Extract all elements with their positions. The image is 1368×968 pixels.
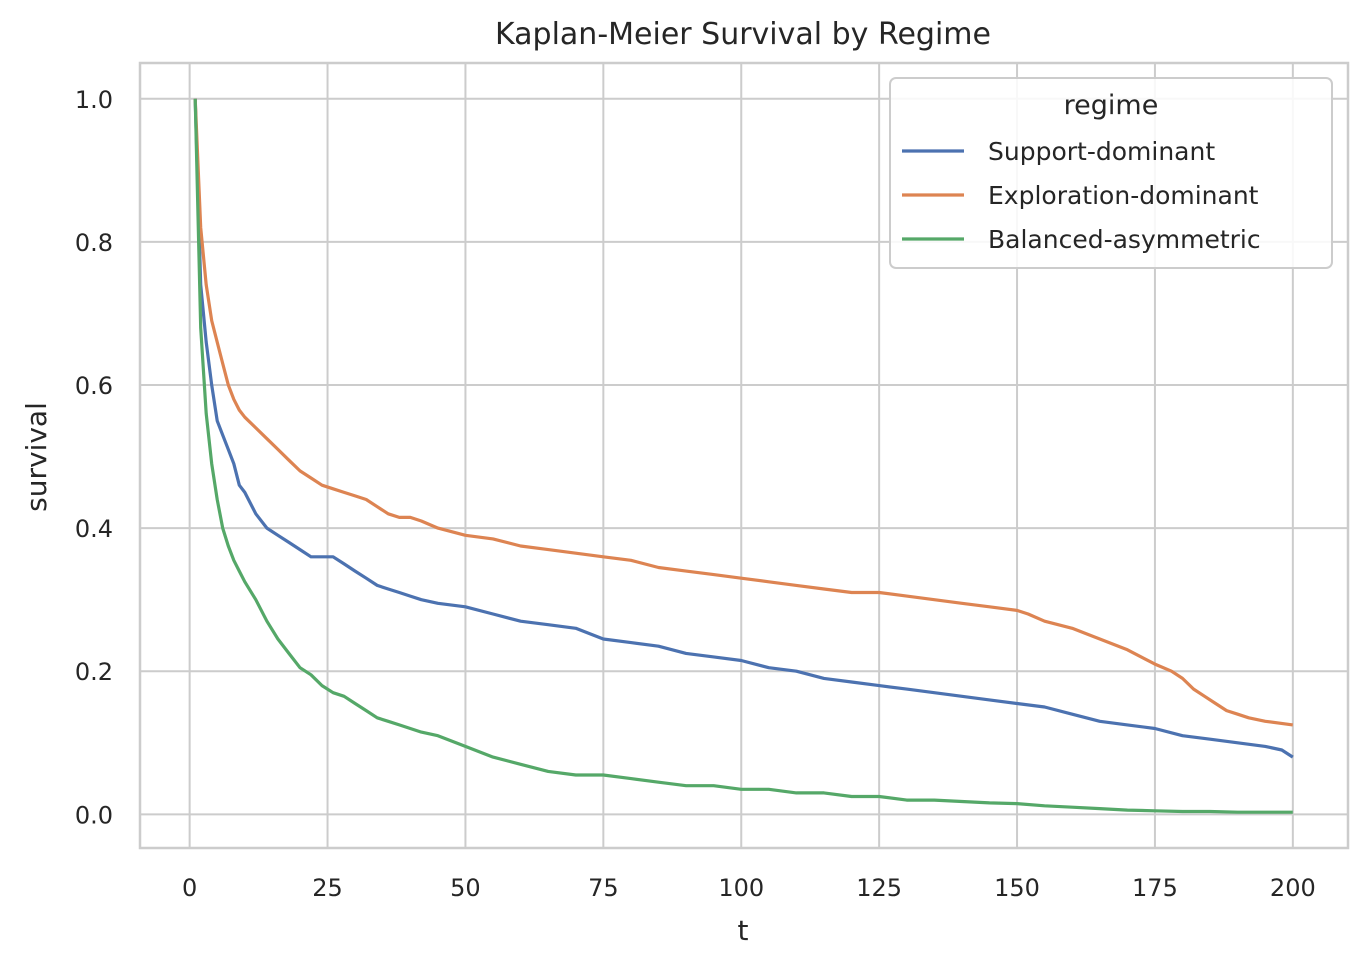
series-line-exploration-dominant (193, 98, 1294, 727)
x-tick-label: 125 (856, 874, 902, 902)
x-tick-label: 50 (450, 874, 481, 902)
x-tick-label: 150 (994, 874, 1040, 902)
legend-entries: Support-dominant Exploration-dominant Bala… (902, 137, 1261, 254)
legend-label-exploration-dominant: Exploration-dominant (988, 181, 1259, 210)
x-tick-label: 100 (718, 874, 764, 902)
series-line-support-dominant (193, 98, 1294, 759)
series-lines (193, 98, 1294, 814)
x-tick-label: 75 (588, 874, 619, 902)
legend: regime Support-dominant Exploration-domin… (889, 77, 1333, 269)
y-tick-label: 1.0 (75, 86, 113, 114)
y-tick-label: 0.0 (75, 801, 113, 829)
x-tick-label: 175 (1132, 874, 1178, 902)
x-tick-label: 25 (312, 874, 343, 902)
x-tick-label: 0 (182, 874, 197, 902)
chart-title: Kaplan-Meier Survival by Regime (495, 17, 991, 52)
x-tick-label: 200 (1270, 874, 1316, 902)
x-axis-label: t (738, 914, 749, 947)
tick-labels: 0 25 50 75 100 125 150 175 200 0.0 0.2 0.4 0.6 0.8 1.0 (75, 86, 1316, 902)
y-tick-label: 0.2 (75, 658, 113, 686)
legend-label-support-dominant: Support-dominant (988, 137, 1215, 166)
y-tick-label: 0.4 (75, 515, 113, 543)
y-axis-label: survival (20, 402, 53, 512)
y-tick-label: 0.8 (75, 229, 113, 257)
legend-title: regime (1064, 90, 1159, 121)
series-line-balanced-asymmetric (193, 98, 1293, 814)
y-tick-label: 0.6 (75, 372, 113, 400)
plot-frame (138, 61, 1350, 850)
legend-label-balanced-asymmetric: Balanced-asymmetric (988, 225, 1261, 254)
legend-box (889, 77, 1333, 269)
